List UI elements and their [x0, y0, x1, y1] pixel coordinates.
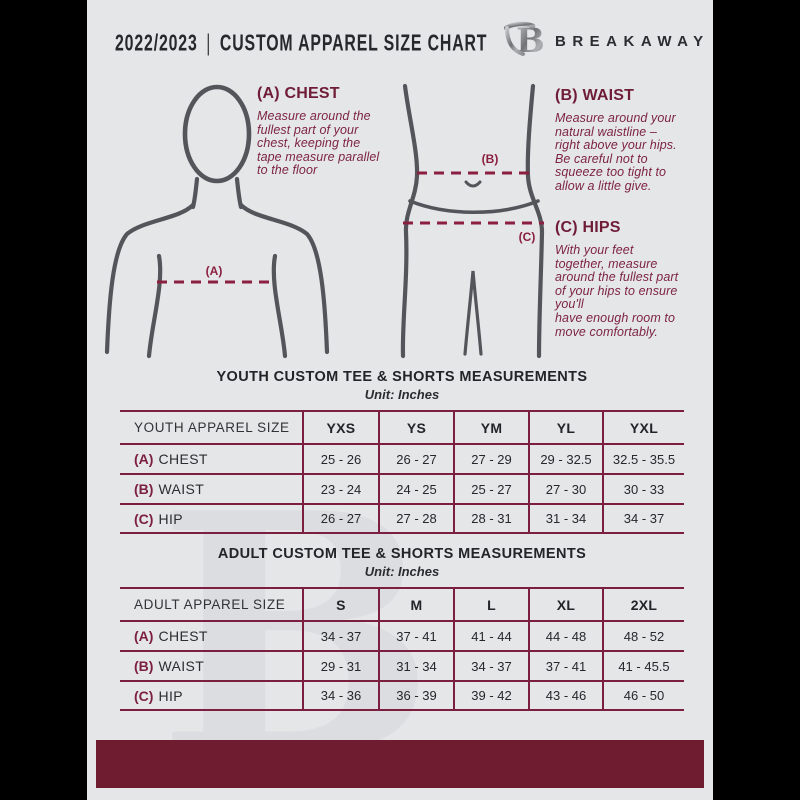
- waist-hips-figure: [400, 83, 545, 359]
- size-header: YL: [528, 412, 602, 443]
- table-cell: 39 - 42: [453, 680, 528, 709]
- adult-table-unit: Unit: Inches: [364, 564, 440, 579]
- table-cell: 48 - 52: [602, 620, 684, 650]
- row-label: (C) HIP: [120, 503, 302, 532]
- upper-body-figure: [104, 84, 330, 359]
- table-cell: 34 - 37: [602, 503, 684, 532]
- waist-guide: (B) WAIST Measure around your natural wa…: [555, 87, 710, 194]
- header: 2022/2023 | CUSTOM APPAREL SIZE CHART B BR…: [87, 0, 713, 72]
- adult-size-column-header: ADULT APPAREL SIZE: [134, 597, 286, 612]
- size-header: YS: [378, 412, 453, 443]
- flyer-page: B 2022/2023 | CUSTOM APPAREL SIZE CHART B …: [87, 0, 713, 800]
- waist-line-label: (B): [482, 152, 499, 166]
- adult-size-table: ADULT APPAREL SIZE S M L XL 2XL (A) CHEST…: [120, 587, 684, 711]
- table-cell: 43 - 46: [528, 680, 602, 709]
- table-cell: 31 - 34: [378, 650, 453, 680]
- hips-guide: (C) HIPS With your feet together, measur…: [555, 219, 710, 339]
- youth-table-title: YOUTH CUSTOM TEE & SHORTS MEASUREMENTS: [216, 369, 588, 385]
- hips-guide-heading: (C) HIPS: [555, 219, 621, 236]
- row-label: (A) CHEST: [120, 443, 302, 473]
- table-cell: 27 - 29: [453, 443, 528, 473]
- size-header: XL: [528, 589, 602, 620]
- chest-guide: (A) CHEST Measure around the fullest par…: [257, 85, 407, 178]
- season-label: 2022/2023: [115, 29, 198, 56]
- breakaway-b-logo-icon: B: [504, 21, 545, 60]
- table-cell: 30 - 33: [602, 473, 684, 503]
- page-title: 2022/2023 | CUSTOM APPAREL SIZE CHART: [115, 29, 487, 56]
- waist-guide-heading: (B) WAIST: [555, 87, 635, 104]
- hips-line-label: (C): [519, 230, 536, 244]
- brand-name: BREAKAWAY: [555, 33, 710, 50]
- table-cell: 32.5 - 35.5: [602, 443, 684, 473]
- table-cell: 44 - 48: [528, 620, 602, 650]
- table-cell: 41 - 45.5: [602, 650, 684, 680]
- measurement-diagrams: (A) (B) (C): [104, 83, 545, 359]
- table-cell: 36 - 39: [378, 680, 453, 709]
- table-cell: 34 - 37: [453, 650, 528, 680]
- row-label: (B) WAIST: [120, 650, 302, 680]
- size-header: YXL: [602, 412, 684, 443]
- size-header: YXS: [302, 412, 378, 443]
- title-divider: |: [206, 29, 212, 56]
- table-cell: 24 - 25: [378, 473, 453, 503]
- size-header: S: [302, 589, 378, 620]
- measurement-dashed-lines: [157, 171, 544, 284]
- table-cell: 23 - 24: [302, 473, 378, 503]
- table-cell: 27 - 30: [528, 473, 602, 503]
- youth-size-table: YOUTH APPAREL SIZE YXS YS YM YL YXL (A) C…: [120, 410, 684, 534]
- chest-line-label: (A): [206, 264, 223, 278]
- footer-accent-bar: [96, 740, 704, 788]
- table-cell: 28 - 31: [453, 503, 528, 532]
- table-cell: 34 - 37: [302, 620, 378, 650]
- table-cell: 31 - 34: [528, 503, 602, 532]
- title-text: CUSTOM APPAREL SIZE CHART: [219, 29, 488, 56]
- chest-guide-text: Measure around the fullest part of your …: [257, 109, 380, 178]
- waist-guide-text: Measure around your natural waistline – …: [555, 111, 677, 193]
- table-cell: 34 - 36: [302, 680, 378, 709]
- youth-size-column-header: YOUTH APPAREL SIZE: [134, 420, 290, 435]
- adult-table-title: ADULT CUSTOM TEE & SHORTS MEASUREMENTS: [217, 546, 587, 562]
- youth-table-unit: Unit: Inches: [364, 387, 440, 402]
- table-cell: 26 - 27: [302, 503, 378, 532]
- size-header: YM: [453, 412, 528, 443]
- table-cell: 37 - 41: [378, 620, 453, 650]
- table-cell: 25 - 26: [302, 443, 378, 473]
- row-label: (B) WAIST: [120, 473, 302, 503]
- size-header: M: [378, 589, 453, 620]
- size-header: L: [453, 589, 528, 620]
- table-cell: 29 - 31: [302, 650, 378, 680]
- table-cell: 25 - 27: [453, 473, 528, 503]
- table-cell: 46 - 50: [602, 680, 684, 709]
- table-cell: 29 - 32.5: [528, 443, 602, 473]
- adult-section: ADULT CUSTOM TEE & SHORTS MEASUREMENTS U…: [120, 545, 684, 711]
- row-label: (C) HIP: [120, 680, 302, 709]
- hips-guide-text: With your feet together, measure around …: [555, 243, 679, 339]
- table-cell: 26 - 27: [378, 443, 453, 473]
- size-header: 2XL: [602, 589, 684, 620]
- youth-section: YOUTH CUSTOM TEE & SHORTS MEASUREMENTS U…: [120, 368, 684, 534]
- table-cell: 37 - 41: [528, 650, 602, 680]
- row-label: (A) CHEST: [120, 620, 302, 650]
- table-cell: 27 - 28: [378, 503, 453, 532]
- chest-guide-heading: (A) CHEST: [257, 85, 340, 102]
- table-cell: 41 - 44: [453, 620, 528, 650]
